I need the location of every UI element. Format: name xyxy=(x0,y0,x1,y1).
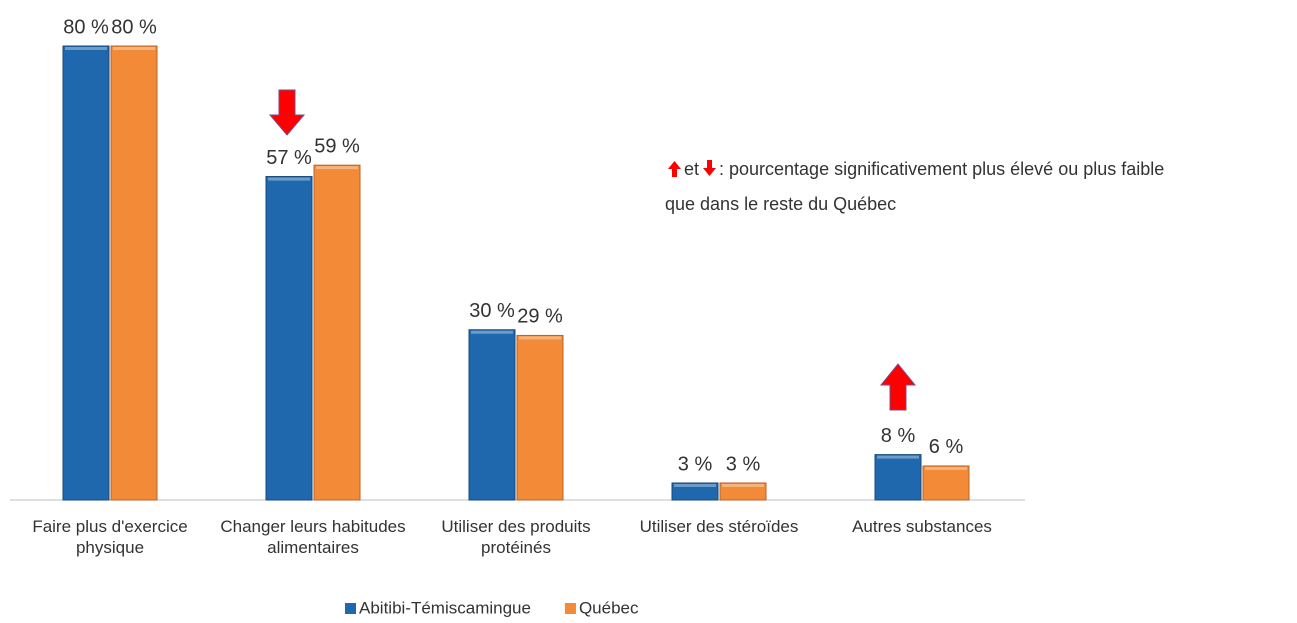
value-label: 3 % xyxy=(726,453,761,475)
x-tick-label: Autres substances xyxy=(852,517,992,536)
bar-highlight xyxy=(316,166,358,170)
bar xyxy=(922,465,970,501)
bar xyxy=(313,164,361,501)
bar xyxy=(516,334,564,501)
bar-highlight xyxy=(877,455,919,459)
bar xyxy=(62,45,110,501)
note-down-icon xyxy=(703,160,716,176)
value-label: 30 % xyxy=(469,300,515,322)
bar xyxy=(468,329,516,501)
bar xyxy=(671,482,719,501)
bar-highlight xyxy=(925,466,967,470)
x-tick-label: Changer leurs habitudes alimentaires xyxy=(220,517,406,557)
value-label: 57 % xyxy=(266,147,312,169)
bar-highlight xyxy=(268,177,310,181)
bar xyxy=(110,45,158,501)
value-label: 59 % xyxy=(314,135,360,157)
bar xyxy=(265,176,313,501)
value-label: 8 % xyxy=(881,425,916,447)
value-label: 80 % xyxy=(111,16,157,38)
bar xyxy=(719,482,767,501)
x-tick-label: Faire plus d'exercice physique xyxy=(32,517,188,557)
value-label: 6 % xyxy=(929,436,964,458)
note-text: que dans le reste du Québec xyxy=(665,194,896,214)
x-tick-label: Utiliser des produits protéinés xyxy=(441,517,591,557)
legend-label: Abitibi-Témiscamingue xyxy=(359,598,531,617)
legend-swatch xyxy=(564,603,576,614)
legend-label: Québec xyxy=(579,598,639,617)
bar xyxy=(874,454,922,501)
down-arrow xyxy=(268,89,306,136)
bar-highlight xyxy=(519,336,561,340)
note-up-icon xyxy=(668,161,681,177)
legend-swatch xyxy=(345,603,356,614)
value-label: 80 % xyxy=(63,16,109,38)
note-and: et xyxy=(684,159,699,179)
bar-highlight xyxy=(65,47,107,50)
bar-highlight xyxy=(471,330,513,334)
bar-highlight xyxy=(113,47,155,50)
up-arrow xyxy=(879,363,917,411)
value-label: 3 % xyxy=(678,453,713,475)
note-text: : pourcentage significativement plus éle… xyxy=(719,159,1164,179)
value-label: 29 % xyxy=(517,306,563,328)
bar-highlight xyxy=(722,483,764,487)
x-tick-label: Utiliser des stéroïdes xyxy=(639,517,799,536)
bar-highlight xyxy=(674,483,716,487)
